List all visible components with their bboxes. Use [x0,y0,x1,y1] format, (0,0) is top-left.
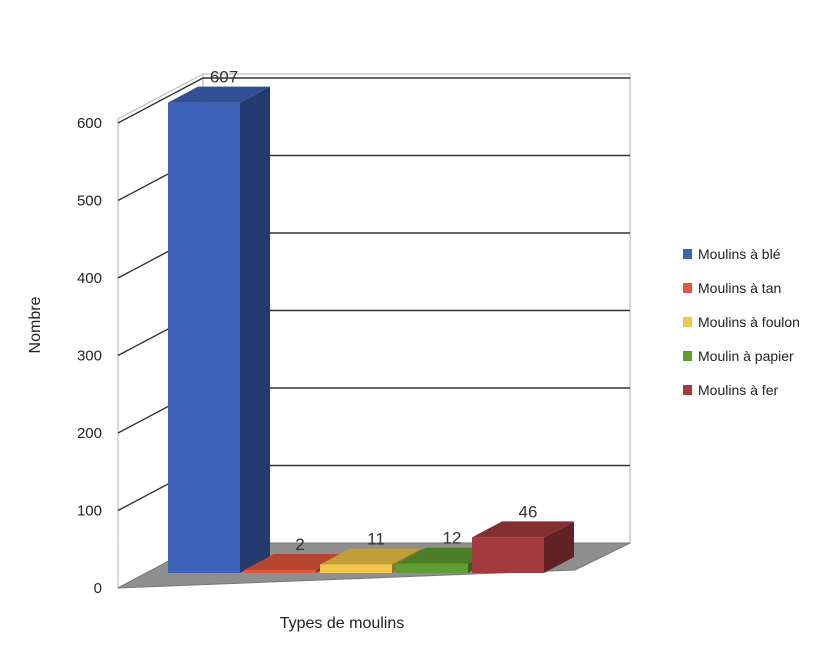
legend-swatch [683,283,692,293]
bar-top [168,86,270,103]
bar [168,86,270,573]
bar-side [544,521,574,573]
data-label: 2 [295,535,304,554]
y-axis-ticks: 0 100 200 300 400 500 600 [77,115,102,597]
y-axis-title: Nombre [27,296,44,353]
legend-swatch [683,351,692,361]
data-label: 11 [367,529,385,548]
y-tick-label: 600 [77,115,102,132]
bar-side [240,86,270,573]
bar-front [244,570,316,573]
bar [472,521,574,573]
bar-top [320,548,422,565]
y-tick-label: 100 [77,503,102,520]
bar-front [472,537,544,573]
data-label: 607 [210,68,238,87]
legend-item: Moulin à papier [683,348,794,364]
bar-top [472,521,574,538]
bar-front [320,564,392,573]
legend-item: Moulins à foulon [683,314,800,330]
legend-label: Moulins à blé [698,246,781,262]
legend-item: Moulins à tan [683,280,781,296]
data-labels: 607 2 11 12 46 [210,68,538,554]
legend-label: Moulins à tan [698,280,781,296]
legend-label: Moulins à fer [698,382,778,398]
y-tick-label: 400 [77,270,102,287]
legend-swatch [683,249,692,259]
legend: Moulins à blé Moulins à tan Moulins à foul… [683,246,800,398]
y-tick-label: 500 [77,193,102,210]
legend-item: Moulins à fer [683,382,778,398]
y-tick-label: 300 [77,348,102,365]
y-tick-label: 200 [77,425,102,442]
legend-swatch [683,385,692,395]
data-label: 12 [443,529,462,548]
legend-item: Moulins à blé [683,246,781,262]
legend-label: Moulins à foulon [698,314,800,330]
bars [168,86,574,573]
legend-label: Moulin à papier [698,348,794,364]
legend-swatch [683,317,692,327]
bar-front [396,563,468,573]
bar-front [168,102,240,573]
gridline [117,77,630,124]
data-label: 46 [519,502,538,521]
x-axis-title: Types de moulins [280,615,405,632]
y-tick-label: 0 [94,580,102,597]
